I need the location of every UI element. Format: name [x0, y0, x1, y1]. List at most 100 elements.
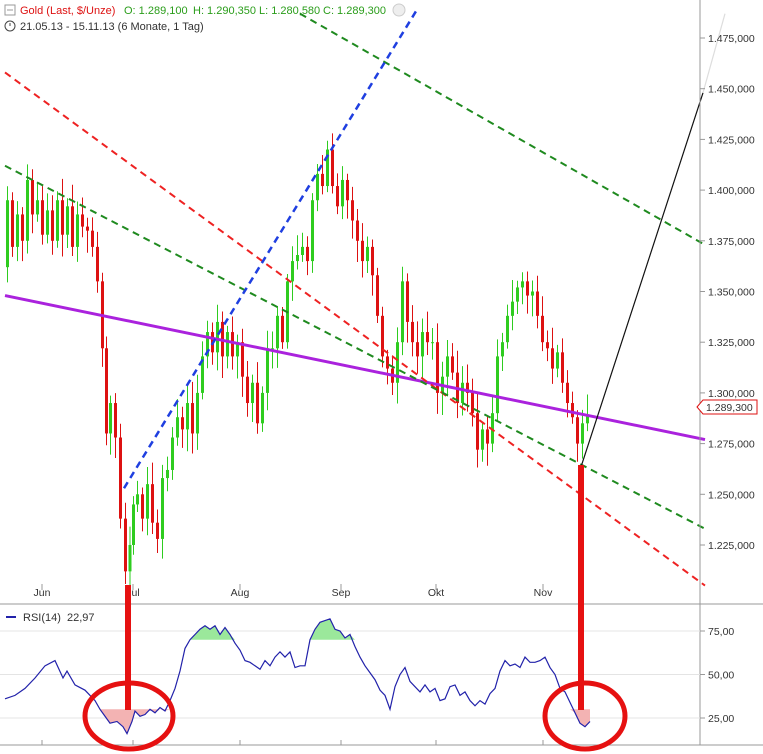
price-tick-label: 1.350,000 — [708, 287, 755, 299]
candle-body — [401, 281, 404, 343]
candle-body — [109, 403, 112, 434]
x-tick-label: Aug — [231, 587, 250, 599]
rsi-oversold-fill — [110, 709, 117, 724]
rsi-overbought-fill — [320, 620, 325, 640]
x-tick-label: Jun — [34, 587, 51, 599]
candle-body — [132, 504, 135, 545]
candle-body — [31, 179, 34, 215]
symbol-label: Gold (Last, $/Unze) — [20, 5, 115, 17]
candle-body — [66, 206, 69, 235]
candle-body — [186, 403, 189, 430]
price-axis: 1.225,000 1.250,000 1.275,000 1.300,000 1.32… — [700, 33, 755, 552]
candle-body — [306, 246, 309, 262]
candle-body — [16, 214, 19, 247]
circle-november — [542, 680, 628, 752]
candle-body — [191, 403, 194, 434]
candle-body — [136, 494, 139, 505]
last-price-label: 1.289,300 — [706, 402, 753, 414]
candle-body — [261, 392, 264, 424]
candle-body — [291, 261, 294, 282]
candle-body — [541, 315, 544, 343]
candle-body — [311, 200, 314, 262]
x-tick-label: Nov — [534, 587, 553, 599]
black-projection-extension — [702, 13, 726, 93]
red-dashed-trendline — [4, 71, 706, 587]
candle-body — [196, 392, 199, 434]
rsi-oversold-fill — [127, 709, 132, 734]
candle-body — [566, 382, 569, 404]
candle-body — [231, 332, 234, 357]
candle-body — [381, 315, 384, 357]
arrow-bar-july — [125, 585, 131, 710]
candle-body — [11, 200, 14, 247]
candle-body — [506, 315, 509, 343]
candle-body — [296, 254, 299, 262]
candle-body — [361, 240, 364, 262]
green-dashed-trendline-top — [299, 12, 706, 246]
candle-body — [161, 478, 164, 539]
price-tick-label: 1.450,000 — [708, 84, 755, 96]
candle-body — [176, 417, 179, 438]
candle-body — [46, 210, 49, 235]
candle-body — [476, 413, 479, 450]
candle-body — [206, 332, 209, 357]
high-value: H: 1.290,350 — [193, 5, 256, 17]
price-tick-label: 1.400,000 — [708, 185, 755, 197]
candle-body — [561, 352, 564, 383]
candle-body — [105, 348, 108, 434]
rsi-overbought-fill — [200, 625, 205, 640]
candle-body — [81, 214, 84, 227]
last-price-box: 1.289,300 — [696, 399, 758, 415]
candle-body — [356, 220, 359, 241]
candle-body — [416, 342, 419, 357]
rsi-overbought-fill — [205, 625, 210, 640]
candle-body — [466, 382, 469, 393]
candle-body — [351, 200, 354, 221]
candle-body — [481, 429, 484, 450]
rsi-overbought-fill — [195, 629, 200, 640]
price-tick-label: 1.375,000 — [708, 236, 755, 248]
rsi-oversold-fill — [580, 709, 585, 727]
candle-body — [406, 281, 409, 322]
green-dashed-trendline-mid — [4, 164, 706, 530]
rsi-line — [4, 618, 591, 736]
candle-body — [451, 356, 454, 373]
rsi-panel — [0, 618, 700, 736]
candle-body — [336, 186, 339, 207]
price-tick-label: 1.250,000 — [708, 489, 755, 501]
candle-body — [331, 149, 334, 187]
date-range: 21.05.13 - 15.11.13 (6 Monate, 1 Tag) — [20, 21, 204, 33]
candle-body — [316, 173, 319, 201]
candle-body — [501, 342, 504, 357]
candle-body — [546, 342, 549, 349]
candle-body — [6, 200, 9, 268]
candle-body — [201, 356, 204, 393]
candle-body — [281, 315, 284, 343]
rsi-tick-label: 50,00 — [708, 670, 734, 682]
candle-body — [431, 342, 434, 344]
rsi-overbought-fill — [220, 627, 225, 640]
last-price-marker — [696, 399, 758, 415]
candle-body — [301, 246, 304, 255]
candle-body — [326, 149, 329, 187]
candle-body — [21, 214, 24, 241]
x-tick-label: Sep — [332, 587, 351, 599]
settings-icon[interactable] — [392, 3, 406, 17]
candle-body — [446, 356, 449, 377]
price-tick-label: 1.300,000 — [708, 388, 755, 400]
low-value: L: 1.280,580 — [259, 5, 320, 17]
candle-body — [586, 415, 589, 424]
candle-body — [241, 342, 244, 377]
price-tick-label: 1.425,000 — [708, 134, 755, 146]
candle-body — [266, 348, 269, 393]
rsi-oversold-fill — [155, 709, 160, 713]
rsi-axis: 25,00 50,00 75,00 — [700, 626, 734, 725]
rsi-overbought-fill — [230, 634, 235, 640]
candle-body — [171, 437, 174, 470]
candle-body — [61, 200, 64, 235]
red-annotations — [82, 465, 628, 752]
candle-body — [86, 226, 89, 231]
x-tick-label: Okt — [428, 587, 444, 599]
candle-body — [51, 210, 54, 241]
candle-body — [426, 332, 429, 343]
